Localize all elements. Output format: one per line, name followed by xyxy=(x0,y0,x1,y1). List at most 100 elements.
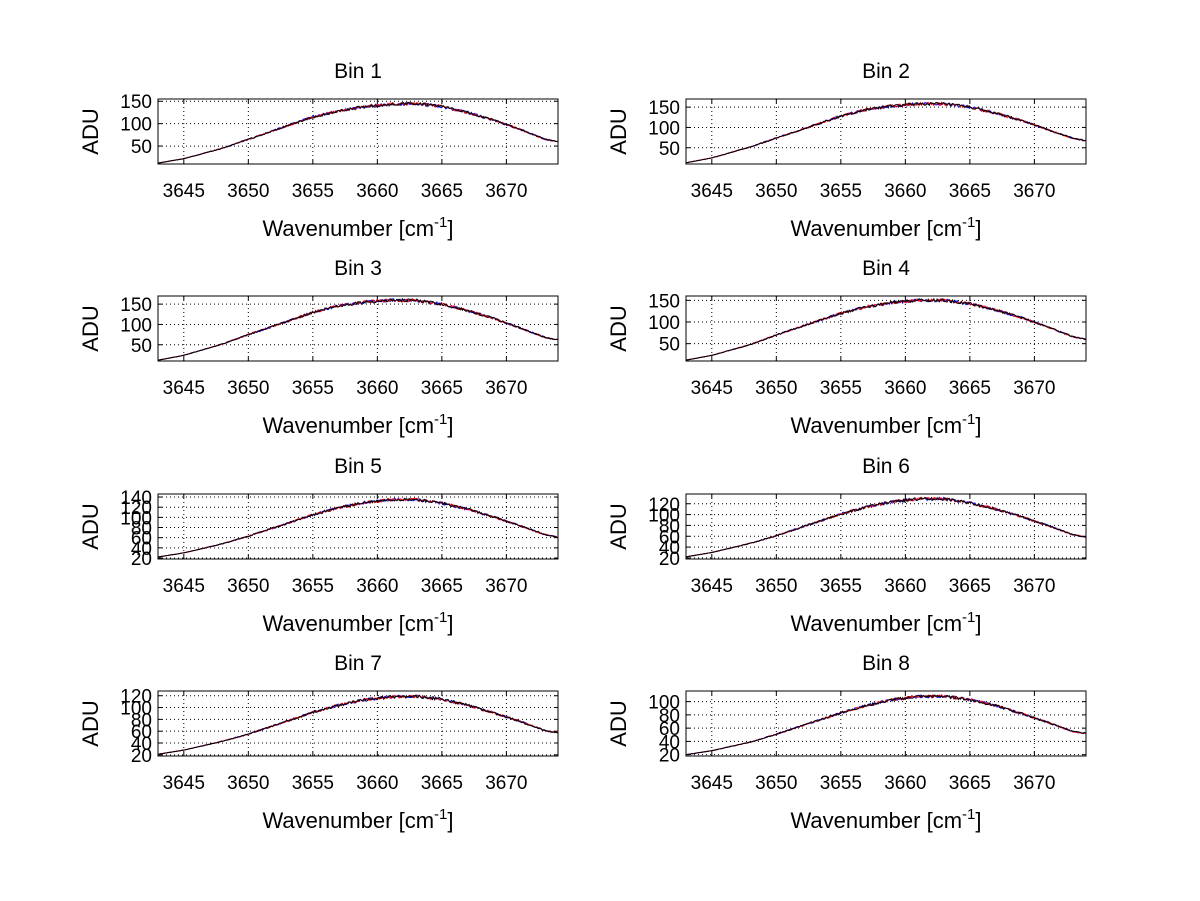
x-axis-label-end: ] xyxy=(975,413,981,438)
y-tick-label: 40 xyxy=(659,732,680,753)
x-axis-label-superscript: -1 xyxy=(962,806,975,823)
spectrum-trace-3 xyxy=(157,297,559,361)
subplot-title: Bin 7 xyxy=(334,652,382,675)
axes-box xyxy=(685,98,1087,165)
x-tick-label: 3670 xyxy=(485,181,527,202)
y-axis-label: ADU xyxy=(78,700,103,746)
spectrum-trace-1 xyxy=(685,297,1087,361)
x-axis-label-end: ] xyxy=(447,808,453,833)
spectrum-trace-3 xyxy=(157,101,559,164)
y-tick-label: 120 xyxy=(648,495,680,516)
axes-box xyxy=(157,493,559,560)
spectrum-trace-3 xyxy=(685,298,1087,361)
x-tick-label: 3665 xyxy=(421,576,463,597)
y-tick-label: 50 xyxy=(659,139,680,160)
y-tick-label: 60 xyxy=(131,529,152,550)
x-axis-label-end: ] xyxy=(975,611,981,636)
x-tick-label: 3660 xyxy=(356,181,398,202)
x-tick-label: 3665 xyxy=(421,773,463,794)
x-tick-label: 3660 xyxy=(356,773,398,794)
x-axis-label-superscript: -1 xyxy=(962,609,975,626)
spectrum-trace-2 xyxy=(157,694,558,755)
subplot-title: Bin 1 xyxy=(334,60,382,83)
subplot-8: Bin 8 3645 3650 3655 3660 3665 3670 20406080100… xyxy=(606,652,1087,833)
x-tick-label: 3650 xyxy=(227,378,269,399)
subplot-title: Bin 5 xyxy=(334,455,382,478)
y-tick-label: 140 xyxy=(120,488,152,509)
x-tick-label: 3655 xyxy=(292,773,334,794)
y-tick-label: 150 xyxy=(120,92,152,113)
axes-box xyxy=(157,98,559,165)
x-tick-label: 3670 xyxy=(1013,378,1055,399)
x-axis-label-main: Wavenumber [cm xyxy=(790,216,962,241)
y-tick-label: 100 xyxy=(648,506,680,527)
y-axis-label: ADU xyxy=(606,305,631,351)
x-tick-label: 3645 xyxy=(163,576,205,597)
x-tick-label: 3655 xyxy=(820,773,862,794)
spectrum-trace-1 xyxy=(157,101,559,164)
x-tick-label: 3670 xyxy=(1013,773,1055,794)
spectrum-trace-1 xyxy=(157,694,559,755)
y-tick-label: 50 xyxy=(131,336,152,357)
x-tick-label: 3665 xyxy=(949,576,991,597)
x-tick-label: 3645 xyxy=(163,773,205,794)
x-axis-label-main: Wavenumber [cm xyxy=(790,413,962,438)
y-axis-label: ADU xyxy=(78,108,103,154)
axes-box xyxy=(157,690,559,757)
axes-box xyxy=(685,295,1087,362)
x-tick-label: 3670 xyxy=(485,576,527,597)
subplot-6: Bin 6 3645 3650 3655 3660 3665 3670 20406080100… xyxy=(606,455,1087,636)
x-tick-label: 3660 xyxy=(356,378,398,399)
spectrum-trace-3 xyxy=(685,694,1087,756)
spectrum-trace-3 xyxy=(157,497,559,558)
y-tick-label: 100 xyxy=(120,315,152,336)
spectrum-trace-2 xyxy=(685,693,1087,756)
y-tick-label: 150 xyxy=(648,291,680,312)
x-axis-label-end: ] xyxy=(447,611,453,636)
y-axis-label: ADU xyxy=(78,305,103,351)
x-tick-label: 3665 xyxy=(949,773,991,794)
x-axis-label-end: ] xyxy=(975,216,981,241)
y-tick-label: 20 xyxy=(131,549,152,570)
spectrum-trace-2 xyxy=(685,298,1087,361)
subplot-title: Bin 6 xyxy=(862,455,910,478)
spectrum-trace-2 xyxy=(157,101,559,164)
x-tick-label: 3650 xyxy=(755,181,797,202)
x-tick-label: 3650 xyxy=(227,773,269,794)
x-tick-label: 3660 xyxy=(356,576,398,597)
spectrum-trace-1 xyxy=(685,693,1086,756)
y-tick-label: 120 xyxy=(120,498,152,519)
y-tick-label: 120 xyxy=(120,687,152,708)
x-tick-label: 3670 xyxy=(485,378,527,399)
x-tick-label: 3665 xyxy=(421,378,463,399)
x-tick-label: 3645 xyxy=(163,181,205,202)
y-tick-label: 50 xyxy=(131,137,152,158)
x-tick-label: 3665 xyxy=(949,378,991,399)
x-axis-label-superscript: -1 xyxy=(962,411,975,428)
y-tick-label: 100 xyxy=(120,115,152,136)
y-tick-label: 40 xyxy=(131,539,152,560)
x-axis-label: Wavenumber [cm-1] xyxy=(262,214,453,241)
x-tick-label: 3645 xyxy=(163,378,205,399)
x-axis-label: Wavenumber [cm-1] xyxy=(262,609,453,636)
x-tick-label: 3655 xyxy=(820,576,862,597)
x-axis-label-main: Wavenumber [cm xyxy=(262,413,434,438)
x-axis-label-superscript: -1 xyxy=(434,411,447,428)
x-tick-label: 3670 xyxy=(485,773,527,794)
y-axis-label: ADU xyxy=(606,503,631,549)
y-tick-label: 60 xyxy=(659,719,680,740)
x-axis-label-main: Wavenumber [cm xyxy=(262,808,434,833)
subplot-title: Bin 8 xyxy=(862,652,910,675)
y-tick-label: 100 xyxy=(648,118,680,139)
x-tick-label: 3650 xyxy=(755,773,797,794)
y-tick-label: 20 xyxy=(659,549,680,570)
spectrum-trace-3 xyxy=(685,496,1086,558)
axes-box xyxy=(685,690,1087,757)
spectrum-trace-2 xyxy=(157,298,559,361)
y-tick-label: 40 xyxy=(659,538,680,559)
x-axis-label-superscript: -1 xyxy=(434,806,447,823)
